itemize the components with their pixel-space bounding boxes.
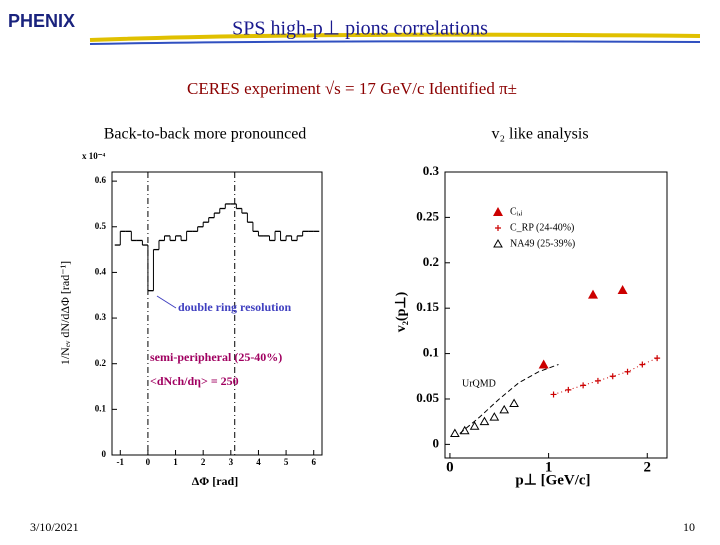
annotation: <dNch/dη> = 250 — [150, 374, 239, 388]
x-tick-label: -1 — [117, 457, 125, 467]
y-tick-label: 0.3 — [423, 163, 440, 178]
point — [588, 289, 598, 299]
x-tick-label: 6 — [311, 457, 316, 467]
point — [617, 285, 628, 295]
plot-frame — [111, 171, 323, 456]
y-tick-label: 0.25 — [416, 208, 439, 223]
subtitle: CERES experiment √s = 17 GeV/c Identifie… — [187, 79, 517, 98]
curve-label: UrQMD — [462, 378, 496, 389]
x-tick-label: 0 — [446, 459, 454, 475]
point — [479, 416, 490, 426]
point — [609, 373, 616, 380]
x-tick-label: 4 — [256, 457, 261, 467]
point — [489, 412, 500, 421]
y-tick-label: 0.2 — [95, 358, 107, 368]
y-axis-label: v₂(p⊥) — [394, 291, 409, 332]
point — [639, 361, 646, 368]
y-tick-label: 0.1 — [95, 403, 107, 413]
x-tick-label: 2 — [644, 459, 652, 475]
decor-line — [89, 40, 701, 45]
point — [550, 391, 557, 398]
page-number: 10 — [683, 520, 695, 534]
x-tick-label: 2 — [201, 457, 206, 467]
y-tick-label: 0.4 — [95, 266, 107, 276]
point — [594, 377, 601, 384]
legend-symbol — [493, 207, 503, 216]
legend-label: NA49 (25-39%) — [510, 238, 575, 249]
left-caption: Back-to-back more pronounced — [104, 126, 307, 143]
model-curve — [459, 364, 559, 434]
legend-label: Cᵢ,ⱼ — [510, 206, 523, 217]
y-tick-label: 0 — [102, 449, 107, 459]
point — [580, 382, 587, 389]
legend-label: C_RP (24-40%) — [510, 222, 574, 233]
point — [450, 428, 460, 437]
point — [499, 404, 510, 414]
point — [459, 425, 470, 435]
y-tick-label: 0.1 — [423, 345, 439, 360]
x-axis-label: p⊥ [GeV/c] — [515, 472, 590, 488]
point — [469, 421, 480, 430]
y-tick-label: 0.2 — [423, 254, 439, 269]
point — [624, 368, 631, 375]
y-tick-label: 0.5 — [95, 221, 107, 231]
annotation: double ring resolution — [178, 300, 291, 314]
y-tick-label: 0.15 — [416, 299, 439, 314]
logo: PHENIX — [8, 11, 75, 31]
y-tick-label: 0.6 — [95, 175, 107, 185]
decor-line — [89, 32, 701, 42]
scale-note: x 10⁻⁴ — [82, 151, 106, 161]
x-tick-label: 3 — [229, 457, 234, 467]
annotation: semi-peripheral (25-40%) — [150, 350, 282, 364]
x-tick-label: 5 — [284, 457, 289, 467]
y-tick-label: 0.3 — [95, 312, 107, 322]
point — [538, 359, 549, 369]
y-axis-label: 1/Nₑᵥ dN/dΔΦ [rad⁻¹] — [58, 261, 72, 365]
title: SPS high-p⊥ pions correlations — [232, 18, 488, 40]
plot-frame — [444, 171, 668, 459]
date: 3/10/2021 — [30, 520, 79, 534]
y-tick-label: 0.05 — [416, 390, 439, 405]
legend-symbol — [493, 238, 503, 248]
legend-symbol — [495, 225, 501, 231]
point — [509, 398, 519, 408]
x-tick-label: 1 — [545, 459, 553, 475]
y-tick-label: 0 — [433, 435, 440, 450]
point — [565, 386, 572, 393]
point — [654, 355, 661, 362]
annotation-arrow — [156, 295, 177, 309]
right-caption: v₂ like analysis — [491, 126, 588, 143]
x-axis-label: ΔΦ [rad] — [192, 474, 238, 488]
x-tick-label: 0 — [146, 457, 151, 467]
x-tick-label: 1 — [173, 457, 178, 467]
